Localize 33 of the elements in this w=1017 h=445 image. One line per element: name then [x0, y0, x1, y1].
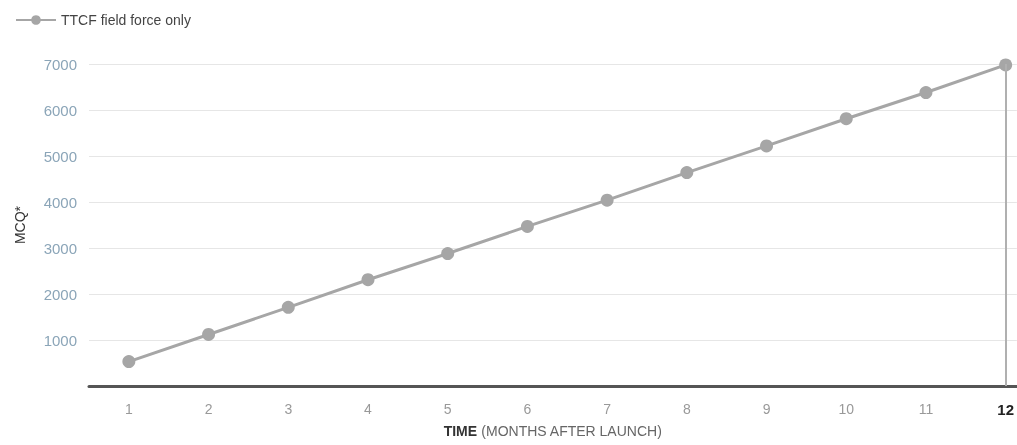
y-tick-label: 3000	[43, 239, 77, 257]
point	[760, 139, 774, 153]
y-axis-title: MCQ*	[12, 205, 28, 245]
y-tick-label: 5000	[43, 147, 77, 165]
x-tick-label: 4	[364, 401, 373, 417]
point	[839, 112, 853, 126]
x-tick-label: 1	[124, 401, 133, 417]
x-tick-label: 6	[523, 401, 532, 417]
point	[122, 355, 136, 369]
point	[281, 300, 295, 314]
point	[680, 166, 694, 180]
point	[202, 327, 216, 341]
x-tick-label: 9	[762, 401, 771, 417]
x-tick-label: 12	[997, 401, 1014, 418]
y-tick-label: 7000	[43, 55, 77, 73]
x-axis-title: TIME (MONTHS AFTER LAUNCH)	[443, 423, 662, 439]
x-tick-label: 3	[284, 401, 293, 417]
y-tick-label: 6000	[43, 101, 77, 119]
point	[441, 247, 455, 261]
point	[919, 86, 933, 100]
y-tick-label: 1000	[43, 331, 77, 349]
x-tick-label: 7	[603, 401, 612, 417]
y-tick-label: 2000	[43, 285, 77, 303]
point	[361, 273, 375, 287]
x-tick-label: 11	[918, 401, 934, 417]
point	[520, 219, 534, 233]
x-tick-label: 2	[204, 401, 213, 417]
x-tick-label: 8	[682, 401, 691, 417]
x-tick-label: 5	[443, 401, 452, 417]
legend-label: TTCF field force only	[61, 12, 191, 28]
x-tick-label: 10	[838, 401, 855, 417]
y-tick-label: 4000	[43, 193, 77, 211]
point	[600, 193, 614, 207]
